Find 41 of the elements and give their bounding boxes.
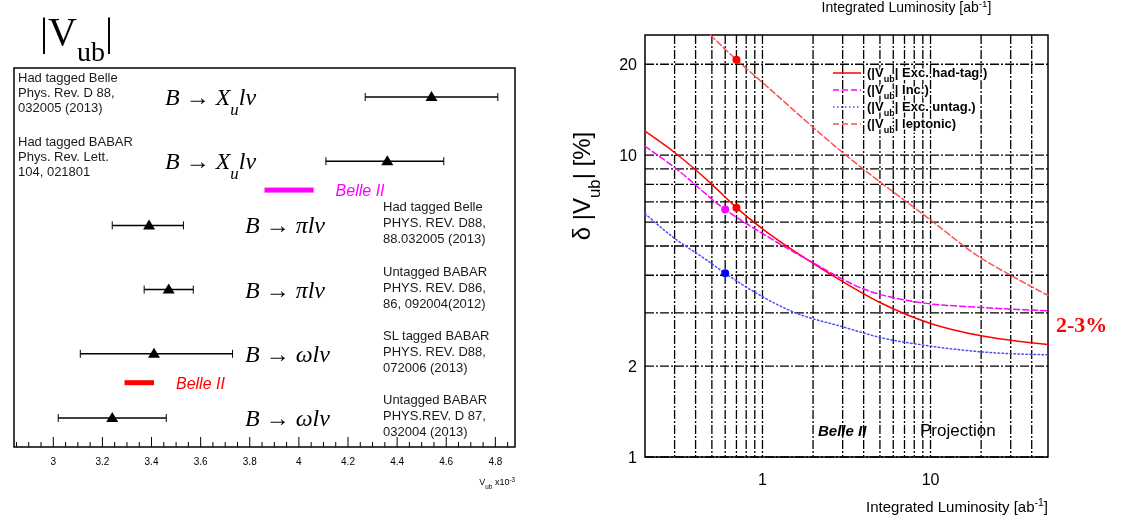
x-tick-label: 4.6	[439, 456, 454, 467]
annotation: Untagged BABAR PHYS. REV. D86, 86, 092004(2012)	[383, 263, 488, 311]
y-tick-label: B → πlν	[245, 212, 326, 239]
text: Integrated Luminosity [ab$^{-1}$]	[821, 0, 992, 15]
point	[381, 155, 394, 166]
series-label: Belle II	[335, 182, 386, 200]
annotation: Had tagged Belle PHYS. REV. D88, 88.032005 (2013)	[383, 199, 486, 247]
x-tick-label: 3.2	[95, 456, 110, 467]
point	[147, 347, 160, 358]
y-tick-label: 10	[619, 147, 638, 165]
x-tick-label: 4	[296, 456, 303, 467]
y-tick-label: 2	[628, 358, 638, 376]
y-tick-label: B → X$_{u}$lν	[165, 84, 257, 119]
x-tick-label: 4.2	[341, 456, 356, 467]
point	[162, 283, 175, 294]
y-tick-label: B → πlν	[245, 276, 326, 303]
x-axis-title: V$_{ub}$ x10$^{-3}$	[479, 475, 516, 490]
point	[143, 219, 156, 230]
y-tick-label: B → X$_{u}$lν	[165, 148, 257, 183]
x-tick-label: 4.4	[390, 456, 405, 467]
x-tick-label: 4.8	[488, 456, 503, 467]
x-tick-label: 3.4	[144, 456, 159, 467]
y-tick-label: B → ωlν	[245, 340, 331, 367]
annotation: SL tagged BABAR PHYS. REV. D88, 072006 (2013)	[383, 327, 490, 375]
text: 2-3%	[1056, 312, 1108, 337]
point	[425, 91, 438, 101]
x-axis-title: Integrated Luminosity [ab$^{-1}$]	[866, 496, 1048, 515]
annotation: Had tagged BABAR Phys. Rev. Lett. 104, 021801	[18, 134, 133, 180]
annotation: Untagged BABAR PHYS.REV. D 87, 032004 (2013)	[383, 392, 488, 439]
annotation: Projection	[920, 421, 996, 440]
point	[106, 412, 119, 422]
chart-title: |V$_{ub}$|	[40, 9, 113, 67]
x-tick-label: 3	[50, 456, 57, 467]
legend-label: (|V$_{ub}$| Inc.)	[867, 82, 929, 101]
annotation: Had tagged Belle Phys. Rev. D 88, 032005 (2013)	[18, 70, 118, 115]
y-tick-label: 20	[619, 56, 638, 74]
y-tick-label: B → ωlν	[245, 405, 331, 431]
x-tick-label: 3.8	[242, 456, 258, 467]
series-label: Belle II	[175, 374, 226, 392]
x-tick-label: 3.6	[193, 456, 209, 467]
legend-label: (|V$_{ub}$| Exc. had-tag.)	[867, 65, 988, 84]
